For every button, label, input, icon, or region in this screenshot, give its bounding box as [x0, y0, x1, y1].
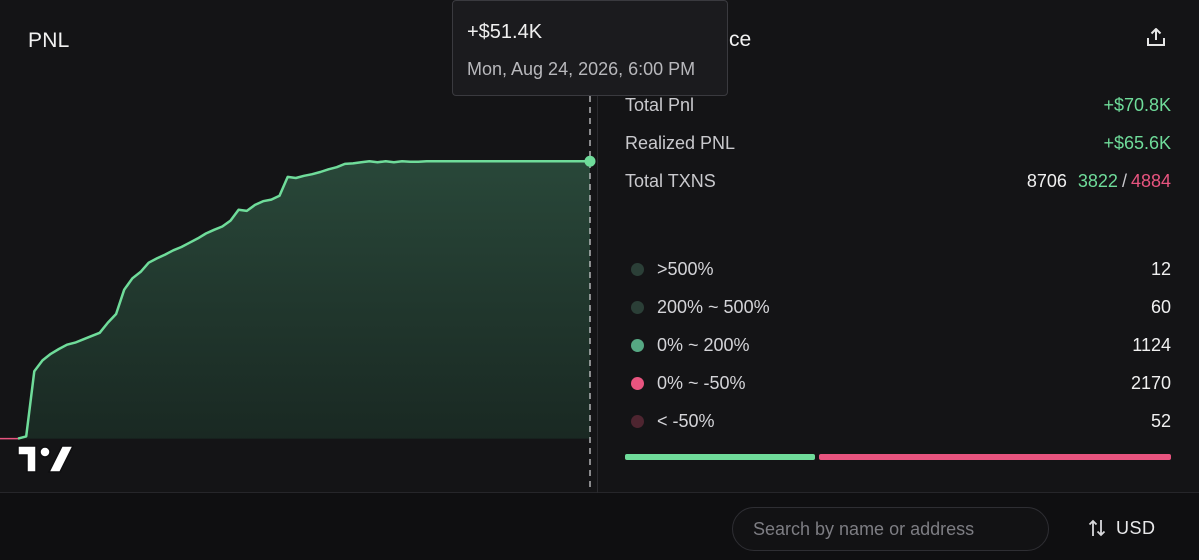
- dist-label: 0% ~ -50%: [657, 373, 746, 393]
- dist-count: 52: [1150, 411, 1171, 431]
- total-pnl-label: Total Pnl: [625, 95, 695, 115]
- dist-label: >500%: [657, 259, 714, 279]
- dist-count: 12: [1150, 259, 1171, 279]
- dist-row-over-500: >500% 12: [631, 259, 1171, 280]
- win-loss-ratio-bar: [625, 454, 1171, 460]
- tradingview-logo-icon: [17, 445, 74, 473]
- total-txns-value: 8706: [1026, 171, 1067, 191]
- dist-count: 2170: [1130, 373, 1171, 393]
- total-txns-label: Total TXNS: [625, 171, 716, 191]
- bottom-toolbar: USD: [0, 494, 1199, 560]
- dist-dot: [631, 415, 644, 428]
- dist-dot: [631, 377, 644, 390]
- chart-title: PNL: [28, 29, 70, 52]
- currency-toggle[interactable]: USD: [1086, 514, 1156, 542]
- tooltip-value: +$51.4K: [467, 21, 543, 43]
- pnl-series-line: [17, 159, 590, 440]
- dist-dot: [631, 263, 644, 276]
- total-txns-values: 8706 3822/4884: [1027, 171, 1171, 192]
- performance-panel: ce Total Pnl +$70.8K Realized PNL +$65.6…: [599, 0, 1199, 493]
- total-txns-row: Total TXNS 8706 3822/4884: [625, 171, 1171, 192]
- realized-pnl-label: Realized PNL: [625, 133, 736, 153]
- dist-row-200-500: 200% ~ 500% 60: [631, 297, 1171, 318]
- pnl-card: PNL +$51.4K Mon, Aug 24, 2026, 6:00 PM c…: [0, 0, 1199, 493]
- dist-dot: [631, 339, 644, 352]
- hover-point: [584, 155, 596, 167]
- pnl-chart[interactable]: [0, 0, 598, 493]
- chart-tooltip: +$51.4K Mon, Aug 24, 2026, 6:00 PM: [452, 0, 728, 96]
- ratio-negative-segment: [818, 454, 1171, 460]
- dist-label: 200% ~ 500%: [657, 297, 770, 317]
- search-input[interactable]: [732, 507, 1049, 551]
- dist-count: 60: [1150, 297, 1171, 317]
- share-icon[interactable]: [1145, 26, 1167, 48]
- dist-row-0-neg50: 0% ~ -50% 2170: [631, 373, 1171, 394]
- panel-title: ce: [729, 28, 752, 51]
- sort-arrows-icon: [1088, 519, 1106, 537]
- tooltip-date: Mon, Aug 24, 2026, 6:00 PM: [467, 59, 696, 79]
- ratio-positive-segment: [625, 454, 815, 460]
- dist-label: 0% ~ 200%: [657, 335, 750, 355]
- currency-label: USD: [1116, 517, 1156, 538]
- total-txns-sell: 4884: [1130, 171, 1171, 191]
- pnl-area-fill: [18, 161, 590, 439]
- total-txns-buy: 3822: [1077, 171, 1118, 191]
- total-txns-separator: /: [1121, 171, 1127, 191]
- realized-pnl-row: Realized PNL +$65.6K: [625, 133, 1171, 154]
- dist-dot: [631, 301, 644, 314]
- total-pnl-value: +$70.8K: [1103, 95, 1171, 115]
- realized-pnl-value: +$65.6K: [1103, 133, 1171, 153]
- dist-row-0-200: 0% ~ 200% 1124: [631, 335, 1171, 356]
- pnl-chart-panel: PNL: [0, 0, 598, 493]
- total-pnl-row: Total Pnl +$70.8K: [625, 95, 1171, 116]
- dist-count: 1124: [1132, 335, 1171, 355]
- dist-row-under-neg50: < -50% 52: [631, 411, 1171, 432]
- dist-label: < -50%: [657, 411, 715, 431]
